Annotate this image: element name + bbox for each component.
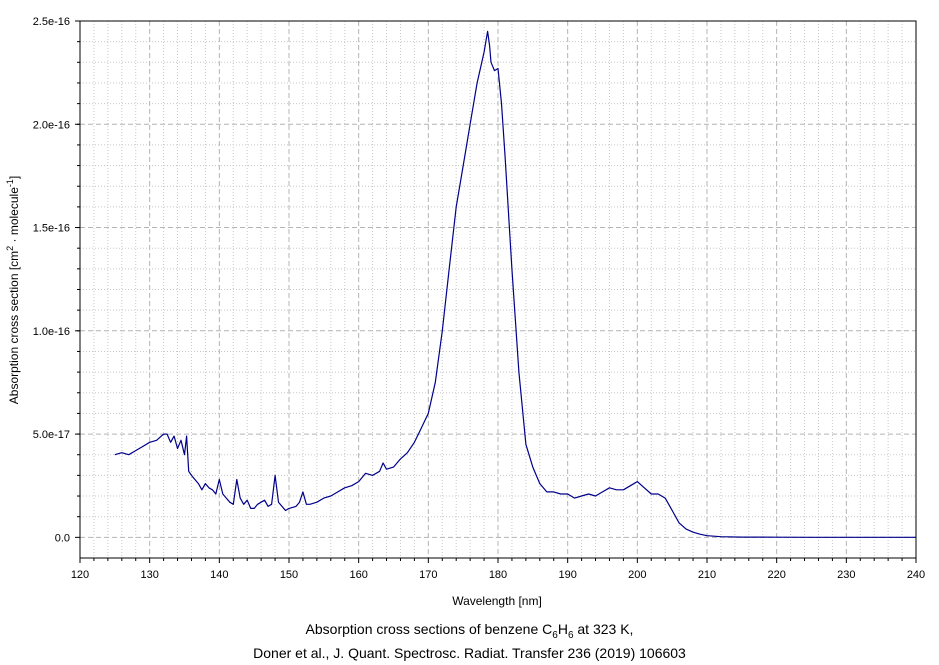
caption-text-c: at 323 K, [573,621,634,637]
y-tick-label: 2.5e-16 [33,16,70,28]
caption-line-1: Absorption cross sections of benzene C6H… [0,621,939,641]
caption-text-b: H [557,621,568,637]
caption-line-2: Doner et al., J. Quant. Spectrosc. Radia… [253,645,686,661]
x-tick-label: 180 [489,569,507,581]
x-tick-label: 140 [210,569,228,581]
x-tick-label: 220 [767,569,785,581]
y-tick-label: 1.5e-16 [33,223,70,235]
y-axis-label: Absorption cross section [cm2 · molecule… [5,176,21,404]
x-tick-label: 200 [628,569,646,581]
x-axis-label: Wavelength [nm] [452,594,542,608]
x-tick-label: 160 [349,569,367,581]
x-tick-label: 170 [419,569,437,581]
caption-sub-2: 6 [567,629,574,641]
x-tick-label: 120 [71,569,89,581]
y-tick-label: 5.0e-17 [33,429,70,441]
y-axis: 0.0 5.0e-17 1.0e-16 1.5e-16 2.0e-16 2.5e-16 [33,16,80,544]
series-group [114,30,916,538]
y-axis-label-sup2: -1 [5,179,15,187]
caption-sub-1: 6 [552,629,558,641]
x-axis: 120 130 140 150 160 170 180 190 200 210 220 230 240 [71,558,925,581]
y-axis-label-middle: · molecule [7,187,21,246]
y-axis-label-prefix: Absorption cross section [cm [7,251,21,404]
x-tick-label: 230 [837,569,855,581]
chart: 120 130 140 150 160 170 180 190 200 210 220 230 240 … [5,16,925,608]
x-tick-label: 240 [907,569,925,581]
x-tick-label: 130 [140,569,158,581]
x-tick-label: 150 [280,569,298,581]
y-axis-label-sup1: 2 [5,246,15,251]
y-tick-label: 0.0 [55,532,70,544]
y-tick-label: 1.0e-16 [33,326,70,338]
major-grid [80,21,916,558]
caption-text-a: Absorption cross sections of benzene C [305,621,553,637]
x-tick-label: 190 [558,569,576,581]
y-tick-label: 2.0e-16 [33,119,70,131]
x-tick-label: 210 [698,569,716,581]
y-axis-label-suffix: ] [7,176,21,179]
series-line [114,30,916,538]
